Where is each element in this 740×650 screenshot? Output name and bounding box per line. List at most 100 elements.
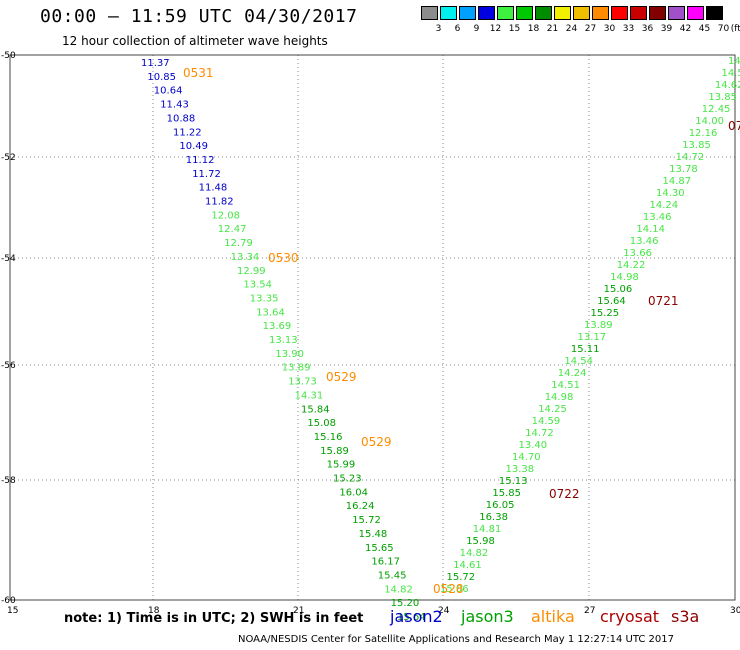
swh-value: 13.66 (623, 248, 652, 259)
legend-swatch (573, 6, 590, 20)
legend-label: 45 (698, 24, 711, 34)
swh-value: 15.23 (333, 474, 362, 485)
swh-value: 14.82 (460, 548, 489, 559)
swh-value: 14.72 (676, 152, 705, 163)
swh-value: 16.38 (479, 512, 508, 523)
swh-value: 15.85 (492, 488, 521, 499)
legend-swatch (668, 6, 685, 20)
altimeter-tracks: 11.37 10.85 10.64 11.43 10.88 11.22 10.49 11.12… (141, 56, 740, 623)
note-text: note: 1) Time is in UTC; 2) SWH is in fe… (64, 611, 364, 626)
legend-swatch (687, 6, 704, 20)
swh-value: 11.22 (173, 127, 202, 138)
legend-label: 3 (435, 24, 442, 34)
pass-label: 0529 (326, 370, 357, 384)
swh-value: 12.47 (218, 224, 247, 235)
swh-value: 15.08 (307, 418, 336, 429)
swh-value: 14.98 (610, 272, 639, 283)
swh-value: 14.51 (551, 380, 580, 391)
swh-value: 12.16 (689, 128, 718, 139)
swh-value: 15.89 (320, 446, 349, 457)
lat-tick-label: -58 (1, 476, 16, 486)
swh-value: 15.06 (604, 284, 633, 295)
swh-value: 15.64 (397, 612, 426, 623)
swh-value: 11.72 (192, 169, 221, 180)
swh-value: 15.72 (352, 515, 381, 526)
swh-value: 11.82 (205, 197, 234, 208)
lon-tick-label: 18 (148, 606, 160, 616)
swh-value: 13.13 (269, 335, 298, 346)
swh-value: 14.54 (564, 356, 593, 367)
swh-value: 14.00 (695, 116, 724, 127)
legend-label: 36 (641, 24, 654, 34)
swh-value: 14.87 (663, 176, 692, 187)
lat-tick-label: -60 (1, 596, 16, 606)
swh-value: 14.81 (473, 524, 502, 535)
pass-label: 0530 (268, 251, 299, 265)
legend-label: 12 (489, 24, 502, 34)
swh-value: 14.25 (538, 404, 567, 415)
swh-value: 15.13 (499, 476, 528, 487)
swh-value: 11.12 (186, 155, 215, 166)
swh-value: 14.24 (558, 368, 587, 379)
swh-value: 16.05 (486, 500, 515, 511)
lon-tick-label: 21 (293, 606, 304, 616)
satellite-label-jason2: jason2 (390, 607, 443, 626)
legend-swatch (516, 6, 533, 20)
swh-value: 13.46 (630, 236, 659, 247)
legend-label: 24 (565, 24, 578, 34)
swh-value: 15.65 (365, 543, 394, 554)
legend-swatch (478, 6, 495, 20)
legend-label: 39 (660, 24, 673, 34)
legend-swatch (459, 6, 476, 20)
swh-value: 13.54 (243, 280, 272, 291)
swh-value: 16.24 (346, 501, 375, 512)
map-border (9, 54, 736, 601)
lat-tick-label: -50 (1, 51, 16, 61)
swh-value: 11.43 (160, 100, 189, 111)
map-frame (9, 54, 736, 601)
legend-swatch (592, 6, 609, 20)
swh-value: 15.16 (314, 432, 343, 443)
pass-label: 0528 (433, 582, 464, 596)
swh-value: 15.20 (391, 598, 420, 609)
swh-value: 13.34 (231, 252, 260, 263)
swh-value: 13.46 (643, 212, 672, 223)
swh-value: 15.99 (327, 460, 356, 471)
swh-value: 10.85 (147, 72, 176, 83)
swh-value: 14.70 (512, 452, 541, 463)
swh-value: 12.45 (702, 104, 731, 115)
swh-value: 13.85 (708, 92, 737, 103)
swh-value: 15.11 (571, 344, 600, 355)
swh-value: 11.48 (199, 183, 228, 194)
swh-value: 13.64 (256, 307, 285, 318)
swh-value: 13.89 (584, 320, 613, 331)
swh-value: 15.25 (591, 308, 620, 319)
legend-swatch (649, 6, 666, 20)
swh-value: 13.17 (578, 332, 607, 343)
lat-tick-label: -54 (1, 254, 16, 264)
legend-swatch (497, 6, 514, 20)
lon-tick-label: 15 (7, 606, 18, 616)
swh-value: 12.08 (211, 210, 240, 221)
swh-value: 14.14 (636, 224, 665, 235)
lon-tick-label: 24 (438, 606, 450, 616)
swh-value: 12.79 (224, 238, 253, 249)
legend-swatch (630, 6, 647, 20)
legend-label: 27 (584, 24, 597, 34)
pass-label: 0721 (648, 294, 679, 308)
pass-labels: 0531 0530 0529 0529 0528 0721 0722 07 (183, 66, 740, 596)
legend-swatch (706, 6, 723, 20)
legend-label: 30 (603, 24, 616, 34)
swh-value: 15.64 (597, 296, 626, 307)
swh-value: 14.98 (545, 392, 574, 403)
map-title: 00:00 – 11:59 UTC 04/30/2017 (40, 6, 358, 27)
swh-value: 13.89 (282, 363, 311, 374)
legend-label: 15 (508, 24, 521, 34)
legend-label: 18 (527, 24, 540, 34)
swh-value: 13.73 (288, 377, 317, 388)
legend-label: 42 (679, 24, 692, 34)
swh-value: 16.04 (339, 487, 368, 498)
swh-value: 13.85 (682, 140, 711, 151)
swh-value: 15.98 (466, 536, 495, 547)
